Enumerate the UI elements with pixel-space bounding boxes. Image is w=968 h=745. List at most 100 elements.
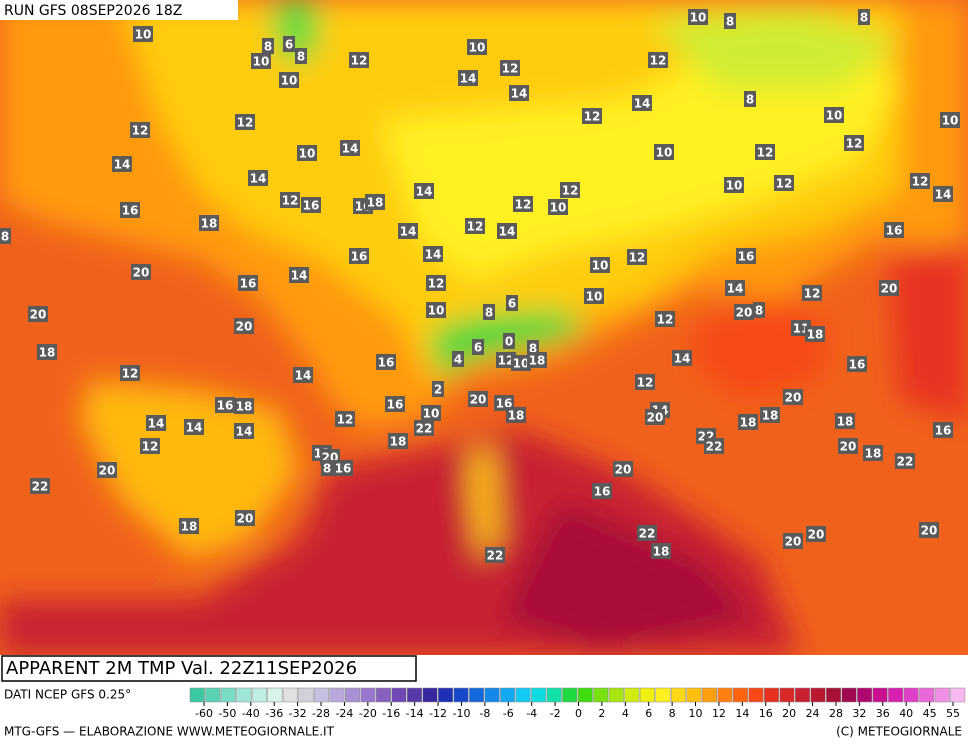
label-box xyxy=(235,114,255,130)
colorbar-swatch xyxy=(919,687,935,703)
label-box xyxy=(511,355,531,371)
label-box xyxy=(805,326,825,342)
temperature-label: 6 xyxy=(508,297,516,311)
colorbar-swatch xyxy=(686,687,702,703)
map-title: APPARENT 2M TMP Val. 22Z11SEP2026 xyxy=(6,658,357,679)
temperature-label: 12 xyxy=(562,184,579,198)
colorbar-swatch xyxy=(639,687,655,703)
data-source: DATI NCEP GFS 0.25° xyxy=(4,688,131,702)
colorbar-swatch xyxy=(407,687,423,703)
temperature-label: 10 xyxy=(428,304,445,318)
label-box xyxy=(349,248,369,264)
temperature-label: 16 xyxy=(738,250,755,264)
label-box xyxy=(725,280,745,296)
label-box xyxy=(590,257,610,273)
temperature-label: 14 xyxy=(295,369,312,383)
colorbar-swatch xyxy=(732,687,748,703)
colorbar-swatch xyxy=(500,687,516,703)
label-box xyxy=(295,48,307,64)
temperature-label: 14 xyxy=(342,142,359,156)
label-box xyxy=(335,411,355,427)
temperature-label: 12 xyxy=(650,54,667,68)
label-box xyxy=(301,197,321,213)
temperature-label: 12 xyxy=(912,175,929,189)
label-box xyxy=(933,422,953,438)
temperature-label: 20 xyxy=(736,306,753,320)
temperature-label: 6 xyxy=(285,38,293,52)
temperature-label: 12 xyxy=(804,287,821,301)
colorbar-swatch xyxy=(313,687,329,703)
temperature-label: 12 xyxy=(237,116,254,130)
temperature-label: 14 xyxy=(250,172,267,186)
colorbar-swatch xyxy=(546,687,562,703)
label-box xyxy=(283,36,295,52)
temperature-label: 16 xyxy=(387,398,404,412)
colorbar-label: 12 xyxy=(712,707,726,720)
temperature-label: 10 xyxy=(299,147,316,161)
label-box xyxy=(755,144,775,160)
temperature-label: 18 xyxy=(181,520,198,534)
temperature-label: 12 xyxy=(776,177,793,191)
colorbar-swatch xyxy=(779,687,795,703)
temperature-label: 14 xyxy=(400,225,417,239)
label-box xyxy=(426,302,446,318)
temperature-label: 12 xyxy=(637,376,654,390)
label-box xyxy=(30,478,50,494)
temperature-label: 12 xyxy=(629,251,646,265)
temperature-label: 14 xyxy=(236,425,253,439)
temperature-label: 20 xyxy=(785,391,802,405)
colorbar-label: 28 xyxy=(829,707,843,720)
label-box xyxy=(452,351,464,367)
colorbar-swatch xyxy=(220,687,236,703)
label-box xyxy=(472,339,484,355)
temperature-label: 10 xyxy=(726,179,743,193)
temperature-label: 18 xyxy=(865,447,882,461)
colorbar-label: -10 xyxy=(452,707,470,720)
label-box xyxy=(835,413,855,429)
temperature-label: 18 xyxy=(367,196,384,210)
label-box xyxy=(238,275,258,291)
label-box xyxy=(503,333,515,349)
colorbar-swatch xyxy=(205,687,221,703)
temperature-label: 10 xyxy=(592,259,609,273)
temperature-label: 10 xyxy=(550,201,567,215)
colorbar: -60 -50 -40 -36 -32 -28 -24 -20 -16 -14 -12 -10 -8 -6… xyxy=(189,687,966,720)
label-box xyxy=(376,354,396,370)
colorbar-swatch xyxy=(903,687,919,703)
label-box xyxy=(112,156,132,172)
colorbar-label: -24 xyxy=(335,707,353,720)
label-box xyxy=(465,218,485,234)
label-box xyxy=(651,543,671,559)
label-box xyxy=(468,391,488,407)
temperature-label: 16 xyxy=(303,199,320,213)
label-box xyxy=(333,460,353,476)
colorbar-label: 6 xyxy=(645,707,652,720)
temperature-label: 10 xyxy=(513,357,530,371)
colorbar-label: -14 xyxy=(406,707,424,720)
colorbar-label: -4 xyxy=(526,707,537,720)
label-box xyxy=(582,108,602,124)
colorbar-label: -2 xyxy=(550,707,561,720)
colorbar-swatch xyxy=(763,687,780,703)
label-box xyxy=(235,510,255,526)
temperature-label: 8 xyxy=(860,11,868,25)
colorbar-swatch xyxy=(391,687,407,703)
temperature-label: 8 xyxy=(323,462,331,476)
label-box xyxy=(340,140,360,156)
colorbar-swatch xyxy=(872,687,888,703)
label-box xyxy=(513,196,533,212)
label-box xyxy=(592,483,612,499)
temperature-label: 10 xyxy=(690,11,707,25)
label-box xyxy=(0,228,11,244)
temperature-label: 22 xyxy=(487,549,504,563)
colorbar-swatch xyxy=(701,687,717,703)
temperature-label: 14 xyxy=(416,185,433,199)
temperature-label: 20 xyxy=(133,266,150,280)
label-box xyxy=(423,246,443,262)
colorbar-label: -20 xyxy=(359,707,377,720)
temperature-label: 12 xyxy=(498,354,515,368)
temperature-label: 20 xyxy=(470,393,487,407)
temperature-label: 14 xyxy=(634,97,651,111)
colorbar-label: -32 xyxy=(289,707,307,720)
